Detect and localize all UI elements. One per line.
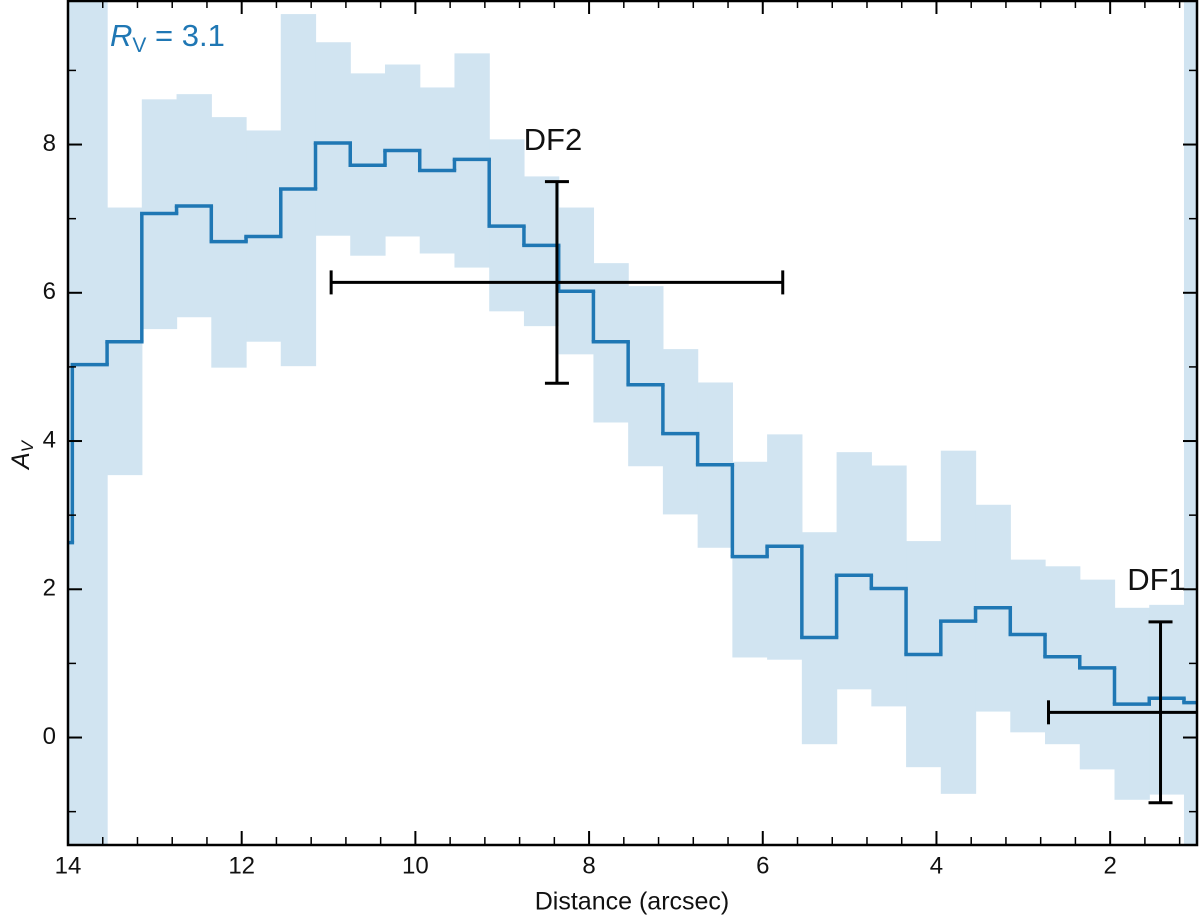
- y-tick-label: 8: [43, 130, 56, 157]
- uncertainty-band: [662, 349, 699, 515]
- x-tick-label: 14: [55, 852, 82, 879]
- y-axis-label: AV: [7, 439, 38, 471]
- uncertainty-band: [1183, 0, 1197, 845]
- x-axis-label: Distance (arcsec): [535, 888, 730, 916]
- plot-area: [68, 0, 1197, 845]
- uncertainty-band: [68, 0, 73, 845]
- plot-frame: [66, 0, 1199, 847]
- uncertainty-band: [628, 286, 664, 467]
- uncertainty-band: [72, 0, 108, 845]
- x-tick-label: 6: [756, 852, 769, 879]
- uncertainty-band: [1010, 559, 1046, 733]
- y-tick-label: 2: [43, 575, 56, 602]
- x-tick-label: 8: [582, 852, 595, 879]
- x-tick-label: 10: [402, 852, 429, 879]
- uncertainty-band: [523, 176, 560, 327]
- y-label-symbol: A: [7, 452, 35, 471]
- x-tick-label: 2: [1103, 852, 1116, 879]
- uncertainty-band: [1079, 579, 1116, 770]
- x-tick-label: 4: [930, 852, 943, 879]
- uncertainty-band: [732, 461, 768, 658]
- y-label-subscript: V: [18, 439, 37, 452]
- y-tick-label: 0: [43, 723, 56, 750]
- uncertainty-band: [871, 465, 907, 707]
- point-label: DF2: [524, 122, 583, 157]
- annotation-symbol: R: [110, 18, 132, 53]
- axes: 14 12 10 8 6 4 2 0 2 4 6 8: [43, 0, 1197, 879]
- annotation-subscript: V: [132, 34, 146, 57]
- annotation-text: = 3.1: [146, 18, 224, 53]
- y-tick-label: 4: [43, 426, 56, 453]
- annotation: RV = 3.1: [110, 18, 225, 56]
- y-tick-label: 6: [43, 278, 56, 305]
- point-label: DF1: [1127, 562, 1186, 597]
- x-tick-label: 12: [228, 852, 255, 879]
- uncertainty-band: [836, 452, 872, 690]
- uncertainty-band: [315, 42, 351, 236]
